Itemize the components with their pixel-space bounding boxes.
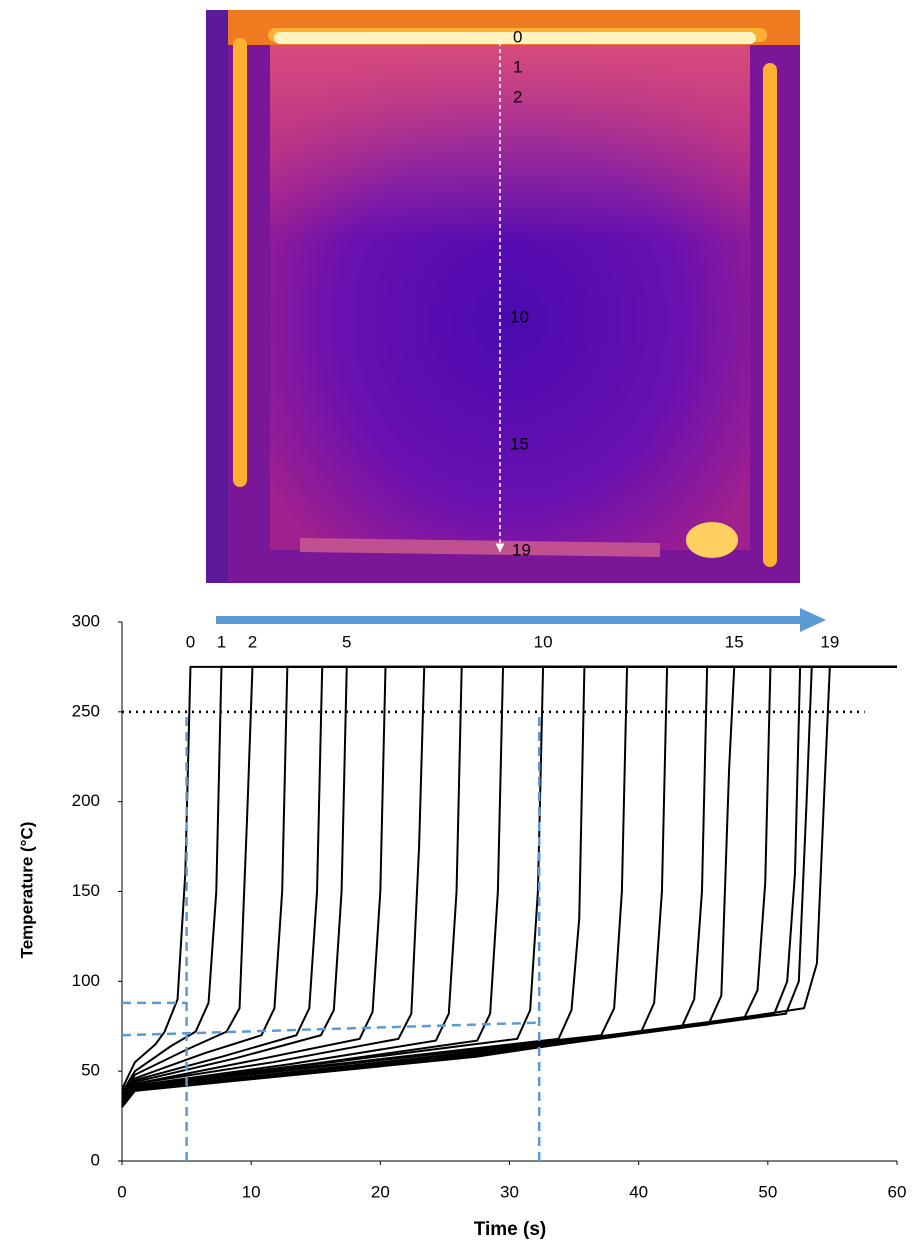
x-tick-label: 40 bbox=[629, 1182, 648, 1201]
y-tick-label: 200 bbox=[72, 791, 100, 810]
y-tick-label: 250 bbox=[72, 701, 100, 720]
y-tick-label: 300 bbox=[72, 611, 100, 630]
temperature-curve bbox=[121, 665, 897, 1101]
guide-line bbox=[121, 1021, 540, 1037]
image-label: 1 bbox=[513, 57, 522, 76]
x-tick-label: 0 bbox=[117, 1182, 126, 1201]
y-tick-label: 100 bbox=[72, 971, 100, 990]
temperature-curve bbox=[121, 665, 897, 1108]
temperature-curve bbox=[121, 665, 897, 1101]
temperature-curve bbox=[121, 665, 897, 1103]
image-label: 2 bbox=[513, 87, 522, 106]
thermal-image bbox=[206, 10, 800, 583]
temperature-curve bbox=[121, 665, 897, 1090]
temperature-curve bbox=[121, 665, 897, 1105]
curve-label: 10 bbox=[534, 632, 553, 651]
x-tick-label: 60 bbox=[888, 1182, 907, 1201]
image-label: 15 bbox=[510, 434, 529, 453]
temperature-curve bbox=[121, 665, 897, 1097]
temperature-curve bbox=[121, 665, 897, 1105]
y-tick-label: 150 bbox=[72, 881, 100, 900]
curve-label: 15 bbox=[725, 632, 744, 651]
y-tick-label: 0 bbox=[91, 1150, 100, 1169]
temperature-curve bbox=[121, 665, 897, 1105]
y-axis-title: Temperature (°C) bbox=[17, 822, 36, 959]
curve-label: 5 bbox=[342, 632, 351, 651]
image-label: 0 bbox=[513, 27, 522, 46]
curve-label: 1 bbox=[217, 632, 226, 651]
temperature-curve bbox=[121, 665, 897, 1099]
temperature-curve bbox=[121, 665, 897, 1103]
temperature-curve bbox=[121, 665, 897, 1096]
chart: Temperature (°C) Time (s) bbox=[17, 608, 897, 1240]
curve-label: 19 bbox=[820, 632, 839, 651]
temperature-curve bbox=[121, 665, 897, 1103]
x-tick-label: 50 bbox=[758, 1182, 777, 1201]
x-axis-title: Time (s) bbox=[474, 1219, 547, 1240]
temperature-curve bbox=[121, 665, 897, 1094]
y-tick-label: 50 bbox=[81, 1061, 100, 1080]
x-tick-label: 20 bbox=[371, 1182, 390, 1201]
temperature-curve bbox=[121, 665, 897, 1099]
x-tick-label: 10 bbox=[242, 1182, 261, 1201]
x-tick-label: 30 bbox=[500, 1182, 519, 1201]
image-label: 19 bbox=[512, 540, 531, 559]
progress-arrow-head bbox=[800, 608, 826, 632]
temperature-curve bbox=[121, 665, 897, 1108]
curve-label: 0 bbox=[186, 632, 195, 651]
image-label: 10 bbox=[510, 307, 529, 326]
curve-label: 2 bbox=[248, 632, 257, 651]
